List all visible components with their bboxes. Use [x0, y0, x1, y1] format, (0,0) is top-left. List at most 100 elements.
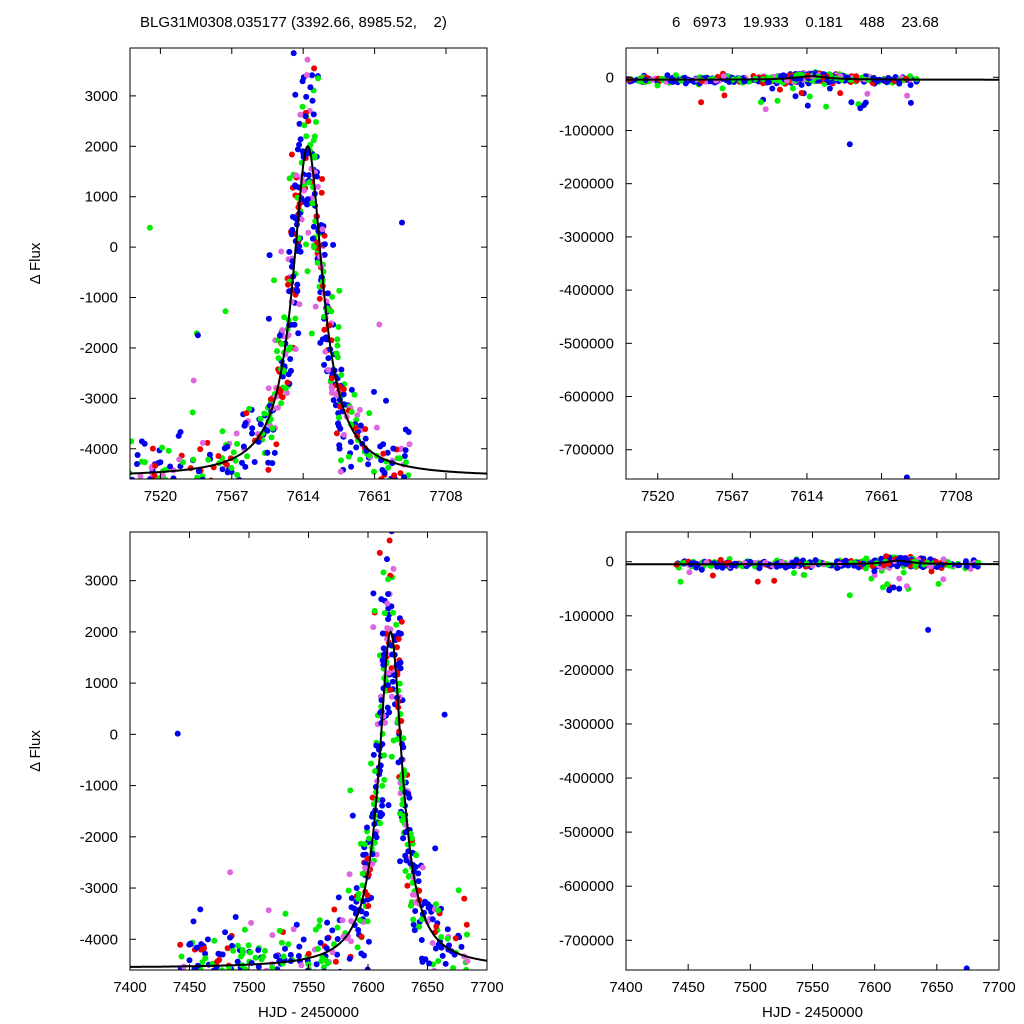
data-point — [296, 943, 303, 950]
x-tick-label: 7700 — [982, 979, 1015, 996]
data-point — [397, 659, 404, 666]
data-point — [392, 480, 398, 486]
data-point — [672, 72, 679, 79]
data-point — [890, 584, 897, 591]
data-point — [187, 940, 194, 947]
data-point — [243, 1017, 249, 1023]
data-point — [418, 937, 425, 943]
data-point — [371, 388, 377, 395]
data-point — [355, 895, 362, 902]
data-point — [290, 926, 297, 933]
y-tick-label: -200000 — [559, 662, 614, 679]
data-point — [215, 950, 222, 957]
plot-frame — [129, 47, 488, 480]
data-point — [322, 957, 329, 964]
data-point — [441, 711, 448, 718]
data-point — [311, 65, 318, 72]
data-point — [340, 386, 347, 393]
data-point — [338, 457, 344, 464]
data-point — [384, 600, 391, 607]
data-point — [412, 864, 419, 870]
data-point — [365, 835, 372, 842]
data-point — [266, 252, 273, 259]
data-point — [212, 1017, 218, 1023]
data-point — [219, 428, 226, 435]
data-point — [346, 955, 353, 962]
data-point — [379, 657, 386, 664]
y-axis-label: Δ Flux — [27, 242, 44, 284]
data-point — [213, 980, 219, 986]
data-point — [157, 481, 163, 487]
data-point — [313, 119, 319, 125]
data-point — [401, 474, 407, 479]
data-point — [371, 607, 378, 614]
data-point — [396, 455, 403, 462]
data-point — [296, 301, 303, 308]
data-point — [386, 709, 393, 716]
data-point — [682, 80, 689, 87]
data-point — [221, 969, 224, 970]
data-point — [320, 39, 326, 45]
y-tick-label: 1000 — [85, 675, 118, 692]
data-point — [928, 568, 935, 575]
data-point — [333, 430, 340, 437]
data-point — [325, 367, 332, 373]
data-point — [444, 926, 451, 933]
data-point — [247, 949, 254, 956]
data-point — [141, 459, 148, 466]
data-point — [202, 955, 209, 962]
data-point — [345, 887, 352, 894]
data-point — [373, 834, 380, 841]
data-point — [348, 409, 355, 415]
data-point — [192, 973, 198, 979]
data-point — [278, 341, 285, 347]
data-point — [364, 824, 370, 831]
data-point — [334, 336, 341, 343]
data-point — [226, 482, 232, 488]
data-point — [389, 678, 396, 685]
data-point — [432, 972, 438, 978]
y-tick-label: -400000 — [559, 770, 614, 787]
data-point — [251, 459, 258, 465]
data-point — [352, 425, 359, 432]
y-tick-label: -200000 — [559, 176, 614, 193]
data-point — [311, 152, 318, 159]
y-tick-label: -2000 — [80, 340, 118, 357]
data-point — [310, 111, 317, 118]
data-point — [380, 441, 387, 448]
data-point — [292, 91, 299, 98]
data-point — [296, 120, 303, 127]
data-point — [227, 869, 234, 876]
data-point — [324, 290, 331, 297]
data-point — [278, 248, 285, 255]
data-point — [221, 445, 228, 452]
data-point — [174, 730, 181, 737]
data-point — [261, 410, 268, 417]
data-point — [207, 507, 213, 513]
data-point — [197, 446, 204, 453]
data-point — [365, 938, 372, 945]
data-point — [776, 86, 783, 93]
data-point — [175, 482, 181, 488]
data-point — [399, 219, 405, 226]
data-point — [857, 105, 864, 112]
model-curve — [626, 75, 999, 81]
data-point — [328, 375, 335, 382]
chart-panel-top-right: 7520 7567 7614 7661 7708 -700000 -600000 -50000… — [559, 47, 1000, 505]
data-point — [359, 882, 366, 889]
data-point — [224, 469, 231, 476]
data-point — [823, 103, 830, 110]
data-point — [151, 472, 158, 479]
data-point — [380, 645, 387, 652]
data-point — [429, 916, 436, 923]
data-point — [224, 945, 231, 952]
data-point — [927, 563, 934, 570]
data-point — [370, 751, 377, 758]
data-point — [460, 974, 466, 980]
data-point — [301, 187, 308, 194]
data-point — [452, 935, 459, 942]
data-point — [308, 330, 315, 337]
data-point — [303, 93, 310, 100]
data-point — [215, 453, 222, 459]
data-point — [209, 985, 215, 991]
